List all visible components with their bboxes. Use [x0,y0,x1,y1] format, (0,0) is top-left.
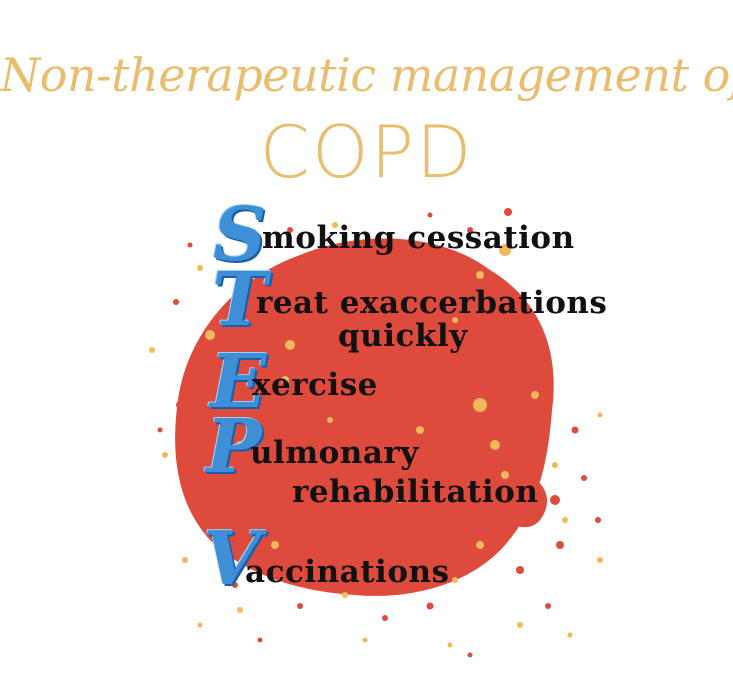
mnemonic-item-smoking: moking cessation [262,220,575,256]
initial-t: T [212,257,268,343]
mnemonic-item-treat-cont: quickly [338,318,468,354]
initial-p: P [206,404,262,490]
yellow-droplets [149,222,603,648]
initial-v: V [203,516,261,602]
mnemonic-item-treat: reat exaccerbations [256,285,608,321]
title-line1: Non-therapeutic management of [0,48,733,102]
mnemonic-item-pulmonary-cont: rehabilitation [292,474,539,510]
title-copd: COPD [259,110,474,194]
initial-s: S [213,192,267,278]
red-splash-edge [505,470,548,528]
mnemonic-item-vaccinations: accinations [245,554,450,590]
initial-e: E [210,339,267,425]
red-droplets [157,208,601,658]
mnemonic-item-pulmonary: ulmonary [250,435,419,471]
mnemonic-item-exercise: xercise [252,367,378,403]
red-splash-blob [175,238,554,596]
